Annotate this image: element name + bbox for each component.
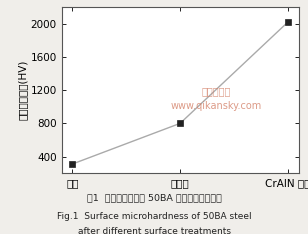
- Text: 图1  不同表面处理后 50BA 钢的表面显微硬度: 图1 不同表面处理后 50BA 钢的表面显微硬度: [87, 193, 221, 202]
- Text: after different surface treatments: after different surface treatments: [78, 227, 230, 234]
- Text: Fig.1  Surface microhardness of 50BA steel: Fig.1 Surface microhardness of 50BA stee…: [57, 212, 251, 221]
- Text: 期刊天空网
www.qikansky.com: 期刊天空网 www.qikansky.com: [170, 86, 261, 111]
- Y-axis label: 表面显微硬度(HV): 表面显微硬度(HV): [18, 60, 28, 120]
